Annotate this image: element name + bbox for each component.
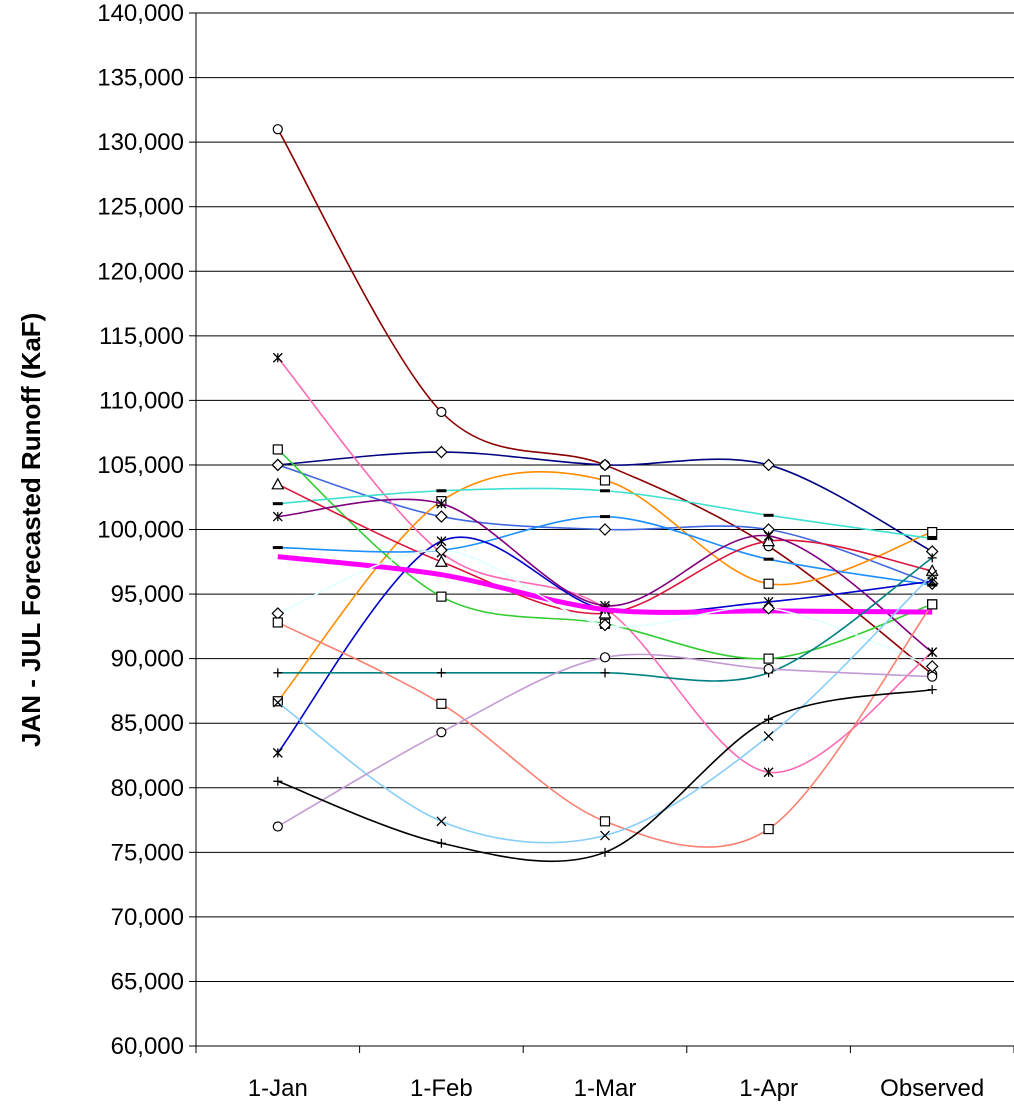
data-point-marker (762, 601, 775, 615)
data-point-marker (435, 510, 448, 523)
series-16 (272, 569, 938, 844)
data-point-marker (272, 444, 283, 455)
data-point-marker (599, 652, 611, 663)
y-tick-label: 110,000 (99, 387, 184, 414)
data-point-marker (927, 569, 938, 580)
data-point-marker (272, 697, 283, 708)
data-point-marker (436, 591, 447, 602)
data-point-marker (762, 458, 775, 472)
data-point-marker (763, 653, 774, 664)
y-tick-label: 130,000 (97, 129, 184, 156)
y-tick-label: 140,000 (97, 0, 184, 27)
y-tick-label: 80,000 (111, 775, 184, 802)
data-point-marker (271, 607, 285, 620)
series-group (271, 124, 939, 863)
data-point-marker (600, 668, 610, 678)
data-point-marker (600, 830, 610, 841)
series-line (277, 554, 933, 615)
data-point-marker (436, 698, 447, 709)
y-tick-label: 90,000 (111, 646, 184, 673)
data-point-marker (927, 526, 938, 538)
data-point-marker (763, 663, 774, 675)
series-17 (272, 652, 938, 832)
series-line (277, 603, 933, 848)
data-point-marker (763, 731, 774, 742)
series-line (277, 471, 933, 702)
series-line (277, 536, 933, 754)
data-point-marker (272, 696, 283, 707)
data-point-marker (272, 511, 283, 522)
y-tick-label: 115,000 (99, 323, 184, 350)
series-12 (277, 554, 933, 615)
data-point-marker (927, 553, 937, 563)
data-point-marker (272, 352, 283, 363)
data-point-marker (436, 727, 447, 738)
series-15 (272, 599, 938, 848)
data-point-marker (763, 578, 774, 589)
series-13 (271, 543, 939, 673)
y-tick-label: 100,000 (97, 517, 184, 544)
data-point-marker (762, 534, 776, 547)
data-point-marker (436, 406, 447, 418)
data-point-marker (436, 838, 446, 848)
series-line (277, 653, 933, 828)
data-point-marker (272, 124, 283, 135)
series-18 (273, 685, 937, 863)
data-point-marker (599, 816, 611, 827)
data-point-marker (598, 523, 612, 536)
series-line (277, 557, 933, 682)
data-point-marker (271, 458, 285, 472)
data-point-marker (763, 530, 774, 541)
data-point-marker (273, 668, 283, 678)
axes (189, 12, 1014, 1053)
y-tick-label: 135,000 (97, 65, 184, 92)
data-point-marker (435, 543, 448, 557)
y-tick-label: 85,000 (111, 710, 184, 737)
data-point-marker (273, 776, 283, 786)
data-point-marker (272, 821, 283, 832)
data-point-marker (434, 555, 448, 567)
data-point-marker (599, 475, 611, 486)
x-tick-label: 1-Mar (574, 1075, 637, 1102)
x-tick-label: 1-Feb (410, 1075, 473, 1102)
y-tick-label: 125,000 (97, 194, 184, 221)
data-point-marker (435, 445, 448, 459)
y-tick-label: 120,000 (97, 258, 184, 285)
x-tick-labels: 1-Jan 1-Feb 1-Mar 1-Apr Observed (248, 1075, 984, 1102)
y-tick-labels: 60,000 65,000 70,000 75,000 80,000 85,000 90,0… (97, 0, 184, 1060)
data-point-marker (927, 647, 938, 658)
data-point-marker (763, 767, 774, 778)
data-point-marker (927, 599, 938, 610)
series-line (277, 128, 933, 675)
data-point-marker (598, 458, 612, 472)
y-tick-label: 105,000 (97, 452, 184, 479)
y-tick-label: 60,000 (111, 1033, 184, 1060)
data-point-marker (764, 714, 774, 724)
data-point-marker (598, 618, 612, 632)
y-tick-label: 75,000 (111, 839, 184, 866)
data-point-marker (272, 747, 283, 758)
data-point-marker (600, 847, 610, 857)
x-tick-label: 1-Jan (248, 1075, 308, 1102)
data-point-marker (763, 823, 774, 835)
data-point-marker (436, 498, 447, 509)
data-point-marker (436, 816, 447, 827)
gridlines (196, 12, 1014, 1047)
y-tick-label: 70,000 (111, 904, 184, 931)
y-tick-label: 95,000 (111, 581, 184, 608)
y-tick-label: 65,000 (111, 968, 184, 995)
data-point-marker (272, 617, 283, 628)
data-point-marker (436, 668, 446, 678)
x-tick-label: Observed (880, 1075, 984, 1102)
data-point-marker (271, 477, 285, 490)
x-tick-label: 1-Apr (739, 1075, 798, 1102)
series-8 (272, 487, 938, 541)
data-point-marker (927, 671, 938, 682)
series-11 (272, 536, 938, 758)
data-point-marker (927, 685, 937, 695)
series-1 (272, 124, 938, 680)
